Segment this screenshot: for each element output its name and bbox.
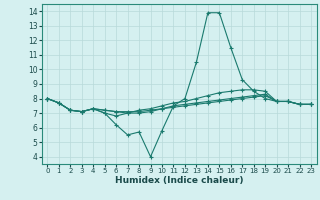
X-axis label: Humidex (Indice chaleur): Humidex (Indice chaleur) [115, 176, 244, 185]
